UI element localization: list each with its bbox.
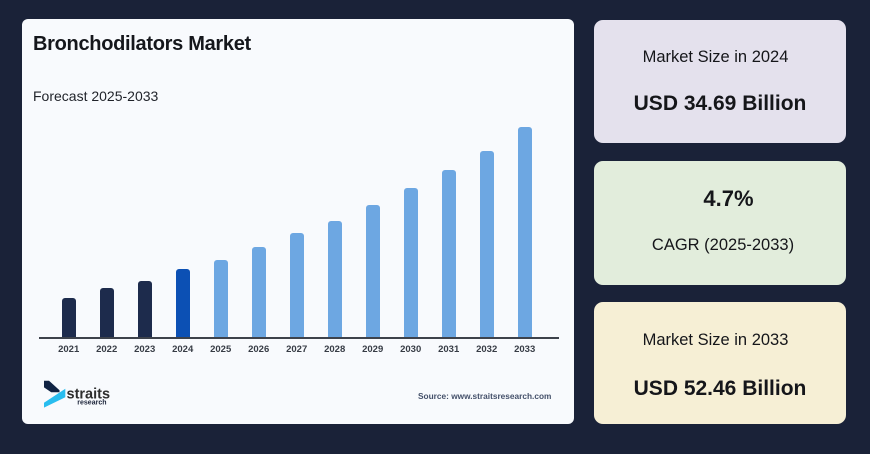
- svg-text:straits: straits: [67, 387, 111, 403]
- svg-text:research: research: [77, 400, 106, 407]
